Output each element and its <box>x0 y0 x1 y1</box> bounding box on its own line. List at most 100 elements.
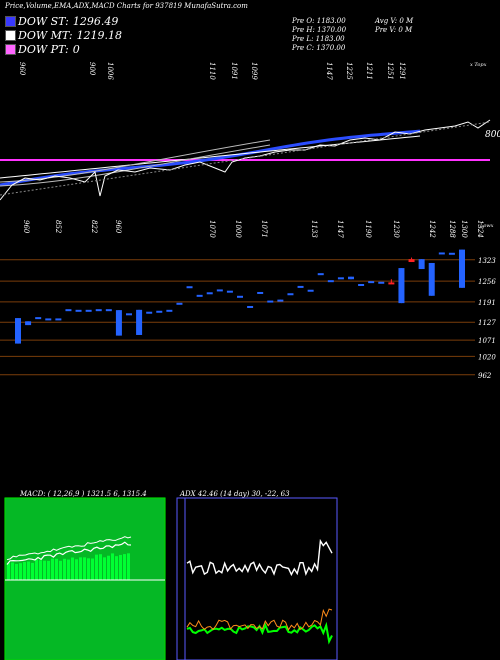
candle-body <box>15 318 21 344</box>
legend-st-swatch <box>5 16 16 27</box>
dow-st-line <box>0 129 421 187</box>
macd-line <box>6 541 132 565</box>
info-pre-vol: Pre V: 0 M <box>375 26 413 34</box>
candle-body <box>85 309 92 312</box>
macd-hist-bar <box>43 560 46 580</box>
top-price-label: 1211 <box>365 62 373 80</box>
legend-mt: DOW MT: 1219.18 <box>5 29 122 42</box>
bottom-price-label: 1242 <box>428 220 436 238</box>
legend-st-label: DOW ST: <box>18 15 69 28</box>
candle-body <box>378 281 385 284</box>
candle-body <box>237 295 243 298</box>
ma-lower-line <box>0 144 271 187</box>
top-price-label: 900 <box>88 62 96 76</box>
bottom-price-label: 960 <box>114 220 122 234</box>
top-price-label: 1091 <box>230 62 238 80</box>
macd-hist-bar <box>103 557 106 580</box>
macd-hist-bar <box>11 562 14 580</box>
candle-body <box>337 277 344 280</box>
macd-hist-bar <box>59 560 62 580</box>
top-price-label: 1110 <box>208 62 216 80</box>
candle-body <box>25 321 32 326</box>
macd-hist-bar <box>55 558 58 580</box>
macd-hist-bar <box>19 563 22 580</box>
top-price-label: 1291 <box>398 62 406 80</box>
macd-hist-bar <box>87 558 90 580</box>
candle-body <box>307 289 314 292</box>
macd-hist-bar <box>79 557 82 580</box>
candle-body <box>327 280 334 283</box>
candle-body <box>348 276 354 280</box>
candle-body <box>65 309 72 312</box>
macd-hist-bar <box>63 558 66 580</box>
info-pre-low: Pre L: 1183.00 <box>292 35 345 43</box>
legend-pt-value: 0 <box>72 43 80 56</box>
candle-body <box>126 313 132 316</box>
candle-body <box>358 284 365 287</box>
price-axis-tick: 1127 <box>478 319 496 327</box>
adx-line <box>186 538 333 577</box>
candle-body <box>408 259 415 263</box>
macd-hist-bar <box>47 560 50 580</box>
candle-body <box>105 309 112 312</box>
candle-body <box>166 309 173 312</box>
candle-body <box>428 262 435 296</box>
macd-hist-bar <box>95 554 98 580</box>
price-axis-tick: 1020 <box>478 353 496 361</box>
bottom-price-label: 1230 <box>392 220 400 238</box>
candle-body <box>206 292 213 295</box>
legend-mt-label: DOW MT: <box>18 29 73 42</box>
price-axis-tick: 962 <box>478 372 492 380</box>
bottom-price-label: 822 <box>90 220 98 234</box>
bottom-price-label: 960 <box>22 220 30 234</box>
macd-hist-bar <box>67 559 70 580</box>
candle-body <box>459 249 465 288</box>
candle-body <box>418 259 425 270</box>
macd-hist-bar <box>119 554 122 580</box>
bottom-price-label: 852 <box>54 220 62 234</box>
top-price-label: 1006 <box>106 62 114 80</box>
info-avg-vol: Avg V: 0 M <box>375 17 414 25</box>
macd-hist-bar <box>7 563 10 580</box>
minus-di-line <box>186 608 333 631</box>
info-pre-high: Pre H: 1370.00 <box>292 26 347 34</box>
legend-mt-value: 1219.18 <box>76 29 123 42</box>
macd-title: MACD: ( 12,26,9 ) 1321.5 6, 1315.4 <box>20 490 147 498</box>
macd-hist-bar <box>51 558 54 580</box>
legend-st-value: 1296.49 <box>72 15 119 28</box>
adx-panel-bg <box>176 497 338 660</box>
bottom-price-label: 1000 <box>234 220 242 238</box>
candle-body <box>115 310 122 336</box>
macd-hist-bar <box>35 559 38 580</box>
candle-body <box>176 302 183 305</box>
candle-body <box>257 291 264 294</box>
bottom-price-label: 1070 <box>208 220 216 238</box>
top-price-label: 1099 <box>250 62 258 80</box>
candle-body <box>196 294 203 297</box>
candle-body <box>287 293 294 296</box>
top-right-label: x Topx <box>470 62 487 68</box>
candle-body <box>186 286 193 289</box>
info-pre-open: Pre O: 1183.00 <box>292 17 346 25</box>
candle-body <box>146 311 153 314</box>
bottom-price-label: 1071 <box>260 220 268 238</box>
candle-body <box>95 309 102 312</box>
legend-pt-swatch <box>5 44 16 55</box>
macd-hist-bar <box>83 557 86 580</box>
candle-body <box>75 309 82 312</box>
bottom-price-label: 1147 <box>336 220 344 238</box>
bottom-price-label: 1300 <box>460 220 468 238</box>
candle-body <box>247 305 254 308</box>
candle-body <box>317 273 324 276</box>
bottom-price-label: 1133 <box>310 220 318 238</box>
ma-upper-line <box>0 139 271 183</box>
macd-hist-bar <box>107 555 110 580</box>
macd-hist-bar <box>23 562 26 580</box>
candle-body <box>226 290 233 293</box>
macd-signal-line <box>6 536 132 561</box>
candle-body <box>35 317 42 320</box>
bottom-price-label: 1190 <box>364 220 372 238</box>
macd-hist-bar <box>127 553 130 580</box>
macd-hist-bar <box>75 559 78 580</box>
